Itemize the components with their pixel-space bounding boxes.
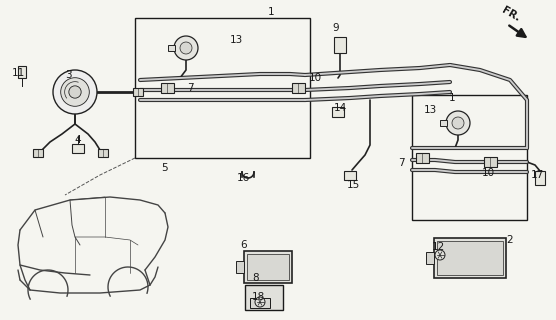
- Bar: [133, 88, 143, 96]
- Text: 6: 6: [241, 240, 247, 250]
- Circle shape: [180, 42, 192, 54]
- Bar: [244, 251, 292, 283]
- Bar: [334, 37, 346, 53]
- Text: 8: 8: [252, 273, 259, 283]
- Circle shape: [446, 111, 470, 135]
- Bar: [168, 45, 175, 51]
- Bar: [291, 83, 305, 93]
- Bar: [412, 95, 527, 220]
- Text: 12: 12: [431, 242, 445, 252]
- Bar: [72, 143, 84, 153]
- Bar: [18, 66, 26, 78]
- Text: 2: 2: [507, 235, 513, 245]
- Bar: [440, 120, 447, 126]
- Circle shape: [61, 78, 90, 106]
- Circle shape: [53, 70, 97, 114]
- Bar: [245, 285, 283, 310]
- Text: 13: 13: [423, 105, 436, 115]
- Bar: [484, 157, 497, 167]
- Bar: [135, 18, 310, 158]
- Text: 14: 14: [334, 103, 346, 113]
- Text: 11: 11: [11, 68, 24, 78]
- Bar: [332, 107, 344, 117]
- Bar: [437, 241, 503, 275]
- Text: 7: 7: [187, 83, 193, 93]
- Circle shape: [452, 117, 464, 129]
- Text: 10: 10: [309, 73, 321, 83]
- Text: 7: 7: [398, 158, 404, 168]
- Bar: [236, 261, 244, 273]
- Bar: [344, 171, 356, 180]
- Text: 10: 10: [481, 168, 495, 178]
- Text: 1: 1: [267, 7, 274, 17]
- Text: 9: 9: [332, 23, 339, 33]
- Bar: [250, 298, 270, 308]
- Bar: [434, 238, 506, 278]
- Text: 13: 13: [230, 35, 242, 45]
- Bar: [247, 254, 289, 280]
- Text: 5: 5: [162, 163, 168, 173]
- Text: 18: 18: [251, 292, 265, 302]
- Bar: [535, 171, 545, 185]
- Bar: [415, 153, 429, 163]
- Circle shape: [435, 250, 445, 260]
- Text: FR.: FR.: [500, 5, 522, 23]
- Text: 4: 4: [75, 135, 81, 145]
- Bar: [426, 252, 434, 264]
- Circle shape: [69, 86, 81, 98]
- Bar: [98, 149, 108, 157]
- Text: 15: 15: [346, 180, 360, 190]
- Text: 16: 16: [236, 173, 250, 183]
- Text: 17: 17: [530, 170, 544, 180]
- Circle shape: [174, 36, 198, 60]
- Bar: [161, 83, 173, 93]
- Bar: [33, 149, 43, 157]
- Circle shape: [255, 297, 265, 307]
- Text: 3: 3: [64, 70, 71, 80]
- Text: 1: 1: [449, 93, 455, 103]
